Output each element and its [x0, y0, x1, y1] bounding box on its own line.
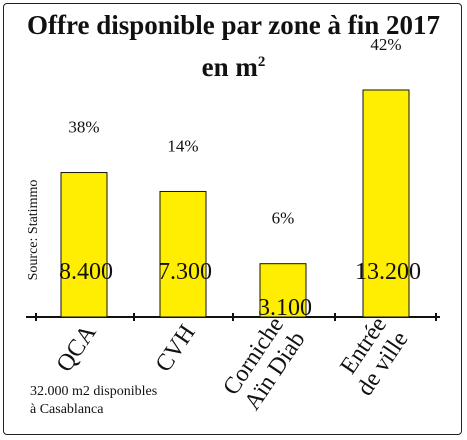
value-label-2: 3.100: [258, 295, 312, 321]
title-unit-superscript: 2: [257, 54, 266, 70]
percent-label-2: 6%: [272, 209, 295, 228]
category-label-line: CVH: [151, 320, 201, 377]
category-label-3: Entréede ville: [331, 312, 414, 400]
value-label-1: 7.300: [158, 259, 212, 285]
category-label-0: QCA: [52, 320, 102, 377]
chart-title-line2: en m2: [0, 52, 467, 83]
value-label-3: 13.200: [355, 259, 421, 285]
footnote-line2: à Casablanca: [30, 402, 104, 417]
title-unit: en m: [201, 52, 258, 82]
footnote: 32.000 m2 disponibles à Casablanca: [30, 383, 157, 419]
bar-3: [362, 89, 410, 318]
percent-label-1: 14%: [167, 136, 198, 155]
category-label-2: CornicheAïn Diab: [218, 312, 311, 415]
percent-label-3: 42%: [370, 35, 401, 54]
bar-0: [60, 172, 108, 318]
bar-1: [159, 190, 207, 318]
category-label-line: QCA: [52, 320, 102, 377]
source-label: Source: Statimmo: [26, 180, 41, 281]
chart-title-line1: Offre disponible par zone à fin 2017: [26, 10, 441, 40]
bar-2: [259, 263, 307, 318]
footnote-line1: 32.000 m2 disponibles: [30, 384, 158, 399]
value-label-0: 8.400: [59, 259, 113, 285]
category-label-1: CVH: [151, 320, 201, 377]
percent-label-0: 38%: [68, 118, 99, 137]
